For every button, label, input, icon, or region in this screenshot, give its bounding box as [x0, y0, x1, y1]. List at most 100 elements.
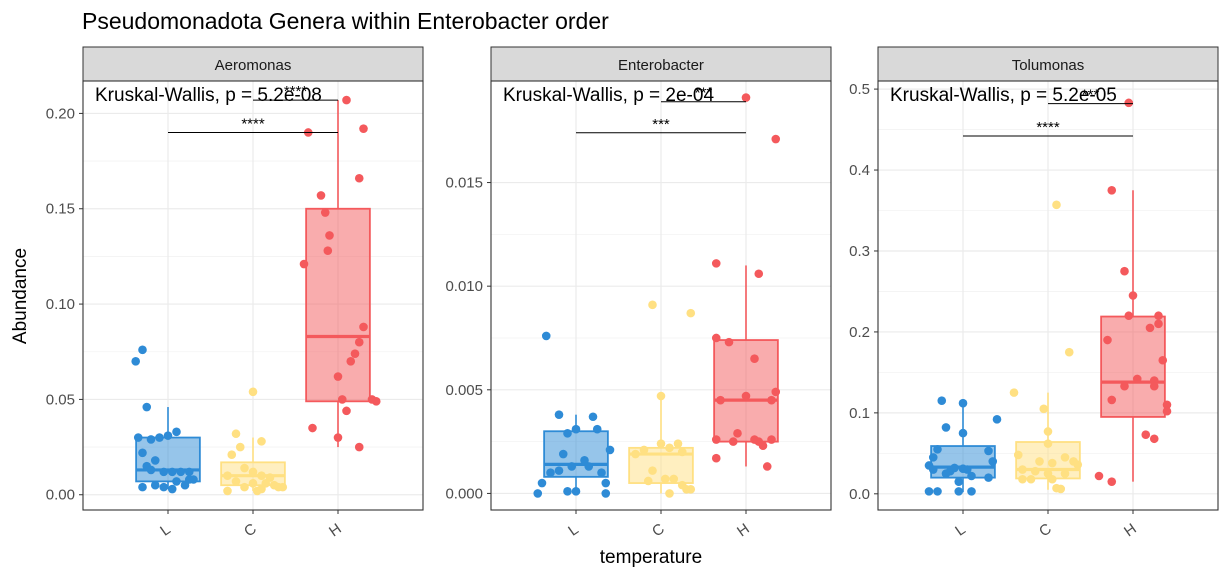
data-point-H: [1149, 434, 1159, 444]
facet-panel-aeromonas: Aeromonas********Kruskal-Wallis, p = 5.2…: [46, 46, 424, 540]
facet-panel-enterobacter: Enterobacter******Kruskal-Wallis, p = 2e…: [445, 46, 832, 540]
data-point-C: [648, 466, 657, 475]
data-point-H: [716, 395, 725, 405]
data-point-H: [1145, 323, 1155, 333]
data-point-H: [354, 173, 364, 183]
kruskal-wallis-label: Kruskal-Wallis, p = 5.2e-08: [95, 85, 322, 106]
data-point-H: [762, 462, 772, 471]
y-tick-label: 0.2: [849, 324, 870, 341]
kruskal-wallis-label: Kruskal-Wallis, p = 5.2e-05: [890, 85, 1117, 106]
data-point-C: [257, 484, 266, 494]
data-point-L: [984, 473, 993, 482]
data-point-L: [967, 471, 976, 481]
data-point-C: [656, 391, 666, 401]
significance-label: ****: [241, 115, 265, 132]
chart-title: Pseudomonadota Genera within Enterobacte…: [82, 8, 609, 34]
data-point-C: [1039, 404, 1049, 414]
data-point-L: [163, 431, 173, 440]
data-point-L: [184, 467, 194, 477]
data-point-H: [711, 435, 721, 444]
data-point-C: [240, 463, 249, 473]
data-point-C: [274, 482, 283, 492]
data-point-H: [320, 208, 330, 217]
y-axis-label: Abundance: [10, 248, 31, 344]
data-point-C: [686, 308, 696, 318]
data-point-L: [933, 444, 942, 454]
boxplot-H: [713, 265, 779, 467]
data-point-C: [1060, 453, 1070, 462]
data-point-L: [537, 478, 547, 488]
data-point-L: [950, 463, 959, 473]
data-point-L: [172, 477, 181, 486]
data-point-H: [316, 191, 326, 200]
data-point-L: [146, 465, 156, 475]
data-point-L: [958, 398, 968, 408]
data-point-H: [323, 246, 333, 255]
data-point-L: [563, 487, 572, 496]
data-point-H: [1158, 355, 1168, 365]
y-tick-label: 0.00: [46, 487, 75, 504]
y-tick-label: 0.005: [445, 382, 483, 399]
x-tick-label: L: [565, 521, 582, 540]
facet-strip-label: Enterobacter: [618, 57, 704, 74]
data-point-L: [924, 487, 934, 496]
data-point-H: [1120, 266, 1129, 276]
data-point-L: [142, 402, 152, 412]
data-point-C: [248, 467, 258, 477]
data-point-L: [133, 433, 143, 442]
data-point-H: [308, 423, 317, 433]
data-point-C: [1013, 450, 1023, 460]
data-point-L: [992, 415, 1002, 424]
significance-label: ****: [1036, 119, 1060, 136]
data-point-H: [1154, 311, 1163, 321]
data-point-C: [1018, 465, 1027, 474]
boxplot-L: [543, 414, 609, 494]
data-point-C: [257, 471, 266, 480]
data-point-L: [941, 469, 951, 478]
data-point-H: [354, 337, 364, 347]
data-point-H: [754, 269, 764, 279]
facet-strip: [877, 46, 1219, 82]
y-tick-label: 0.000: [445, 485, 483, 502]
data-point-L: [546, 468, 555, 477]
facet-panels: Aeromonas********Kruskal-Wallis, p = 5.2…: [46, 46, 1219, 540]
y-tick-label: 0.4: [849, 162, 870, 179]
data-point-H: [1107, 185, 1117, 195]
significance-label: ***: [1082, 87, 1100, 104]
data-point-C: [1052, 200, 1061, 210]
boxplot-H: [305, 100, 371, 448]
data-point-H: [1107, 477, 1117, 486]
data-point-L: [138, 448, 147, 458]
significance-label: ****: [284, 83, 308, 100]
data-point-C: [223, 486, 232, 496]
data-point-C: [240, 482, 249, 492]
data-point-H: [733, 429, 742, 438]
data-point-L: [558, 449, 568, 459]
data-point-C: [1043, 427, 1053, 436]
data-point-L: [533, 489, 543, 498]
data-point-H: [346, 356, 356, 366]
data-point-H: [758, 441, 768, 451]
data-point-L: [541, 331, 551, 341]
data-point-H: [711, 453, 721, 463]
data-point-L: [580, 455, 589, 465]
data-point-H: [354, 442, 364, 452]
data-point-C: [1018, 474, 1027, 484]
data-point-C: [1035, 457, 1044, 466]
data-point-C: [669, 474, 679, 484]
data-point-H: [1124, 98, 1134, 108]
data-point-C: [665, 443, 674, 453]
data-point-H: [299, 259, 309, 269]
data-point-C: [1043, 439, 1053, 448]
data-point-L: [571, 487, 581, 496]
data-point-H: [1162, 400, 1172, 410]
data-point-C: [643, 476, 653, 486]
data-point-L: [941, 423, 951, 432]
data-point-C: [231, 477, 241, 486]
data-point-H: [1128, 291, 1138, 300]
data-point-L: [159, 482, 169, 492]
data-point-L: [155, 433, 164, 442]
data-point-L: [584, 462, 594, 471]
x-tick-label: C: [649, 520, 668, 540]
